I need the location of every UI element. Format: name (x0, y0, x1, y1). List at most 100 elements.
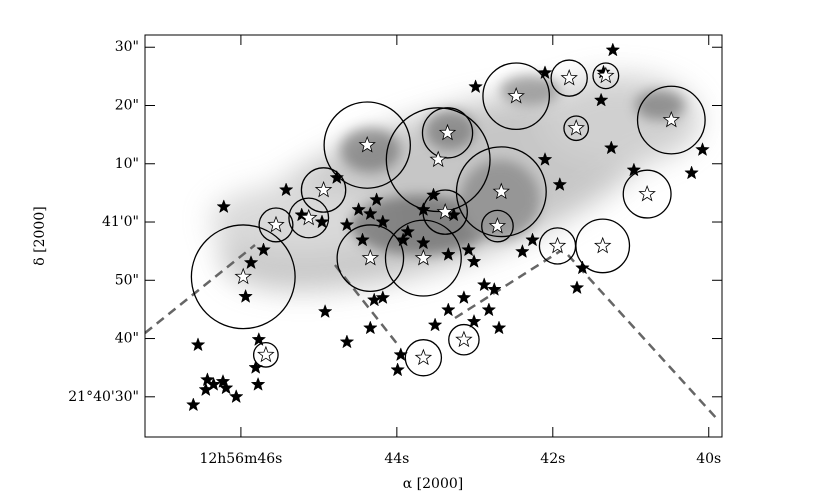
open-star (560, 68, 578, 86)
filled-star (375, 290, 391, 304)
region-circle (575, 218, 631, 274)
filled-star (339, 334, 355, 349)
filled-star (468, 79, 483, 94)
y-tick-label: 50" (115, 272, 139, 288)
filled-star (441, 302, 456, 317)
region-circle (252, 341, 279, 368)
filled-star (339, 217, 355, 232)
open-star (429, 150, 447, 168)
filled-star (218, 380, 234, 395)
region-circle (481, 209, 514, 243)
filled-star (294, 207, 310, 222)
filled-star (515, 243, 530, 258)
x-tick-label: 40s (696, 451, 721, 467)
filled-star (537, 151, 553, 166)
open-star (597, 66, 615, 84)
filled-star (395, 232, 411, 247)
filled-star (216, 199, 232, 214)
filled-star (256, 242, 271, 257)
region-circle (550, 59, 588, 97)
filled-star (605, 42, 621, 57)
y-tick-label: 21°40'30" (68, 389, 139, 405)
filled-star (427, 317, 443, 332)
filled-star (569, 280, 585, 295)
filled-star (552, 176, 568, 191)
filled-star (369, 192, 384, 207)
filled-star (461, 242, 476, 257)
open-star (662, 110, 680, 128)
region-circle (404, 339, 443, 377)
region-circle (455, 146, 547, 238)
filled-star (251, 331, 267, 346)
filled-star (317, 303, 333, 318)
x-tick-label: 12h56m46s (199, 451, 282, 467)
region-circle (336, 224, 405, 292)
region-circle (288, 197, 330, 239)
filled-star (476, 277, 492, 292)
filled-star (351, 202, 366, 216)
filled-star (593, 92, 609, 107)
region-circle (636, 85, 706, 155)
filled-star (190, 337, 206, 352)
open-star (488, 216, 507, 234)
open-star (492, 182, 510, 200)
filled-star (314, 214, 330, 229)
filled-star (329, 169, 345, 184)
open-star (358, 135, 376, 153)
filled-star (626, 162, 642, 177)
filled-star (466, 313, 482, 328)
x-tick-label: 42s (540, 451, 565, 467)
region-circle (448, 323, 480, 356)
open-star (414, 348, 433, 366)
region-circle (190, 224, 296, 330)
filled-star (375, 214, 391, 229)
open-star (257, 345, 275, 363)
marks (186, 42, 710, 412)
filled-star (525, 232, 540, 247)
open-star (567, 119, 585, 136)
filled-star (250, 376, 266, 391)
filled-star (537, 65, 553, 80)
filled-star (206, 376, 221, 391)
x-tick-label: 44s (384, 451, 409, 467)
open-star (548, 236, 567, 254)
y-tick-label: 40" (115, 331, 139, 347)
filled-star (456, 290, 472, 304)
filled-star (355, 232, 370, 247)
region-circle (563, 115, 590, 142)
filled-star (491, 320, 507, 335)
filled-star (363, 206, 378, 221)
open-star (267, 215, 285, 233)
filled-star (363, 320, 378, 335)
filled-star (238, 288, 253, 303)
region-circle (385, 107, 491, 213)
open-star (414, 248, 433, 266)
y-tick-label: 10" (115, 156, 139, 172)
open-star (234, 267, 253, 285)
open-star (436, 202, 454, 220)
open-star (638, 184, 656, 202)
y-tick-label: 20" (115, 97, 139, 113)
filled-star (400, 224, 416, 239)
filled-star (603, 140, 619, 155)
region-circle (323, 101, 411, 189)
filled-star (487, 281, 502, 296)
region-circle (258, 207, 294, 243)
filled-star (481, 302, 497, 317)
open-star (314, 180, 333, 198)
open-star (455, 330, 473, 348)
filled-star (215, 373, 231, 388)
y-axis-label: δ [2000] (32, 206, 48, 265)
x-axis-label: α [2000] (403, 476, 463, 492)
open-star (438, 123, 457, 141)
filled-star (575, 260, 590, 275)
filled-star (228, 389, 244, 404)
filled-star (466, 253, 482, 268)
region-circle (300, 167, 347, 213)
filled-star (366, 292, 382, 307)
open-star (507, 87, 525, 104)
filled-star (695, 142, 710, 156)
filled-star (416, 235, 431, 250)
y-tick-label: 41'0" (102, 214, 139, 230)
